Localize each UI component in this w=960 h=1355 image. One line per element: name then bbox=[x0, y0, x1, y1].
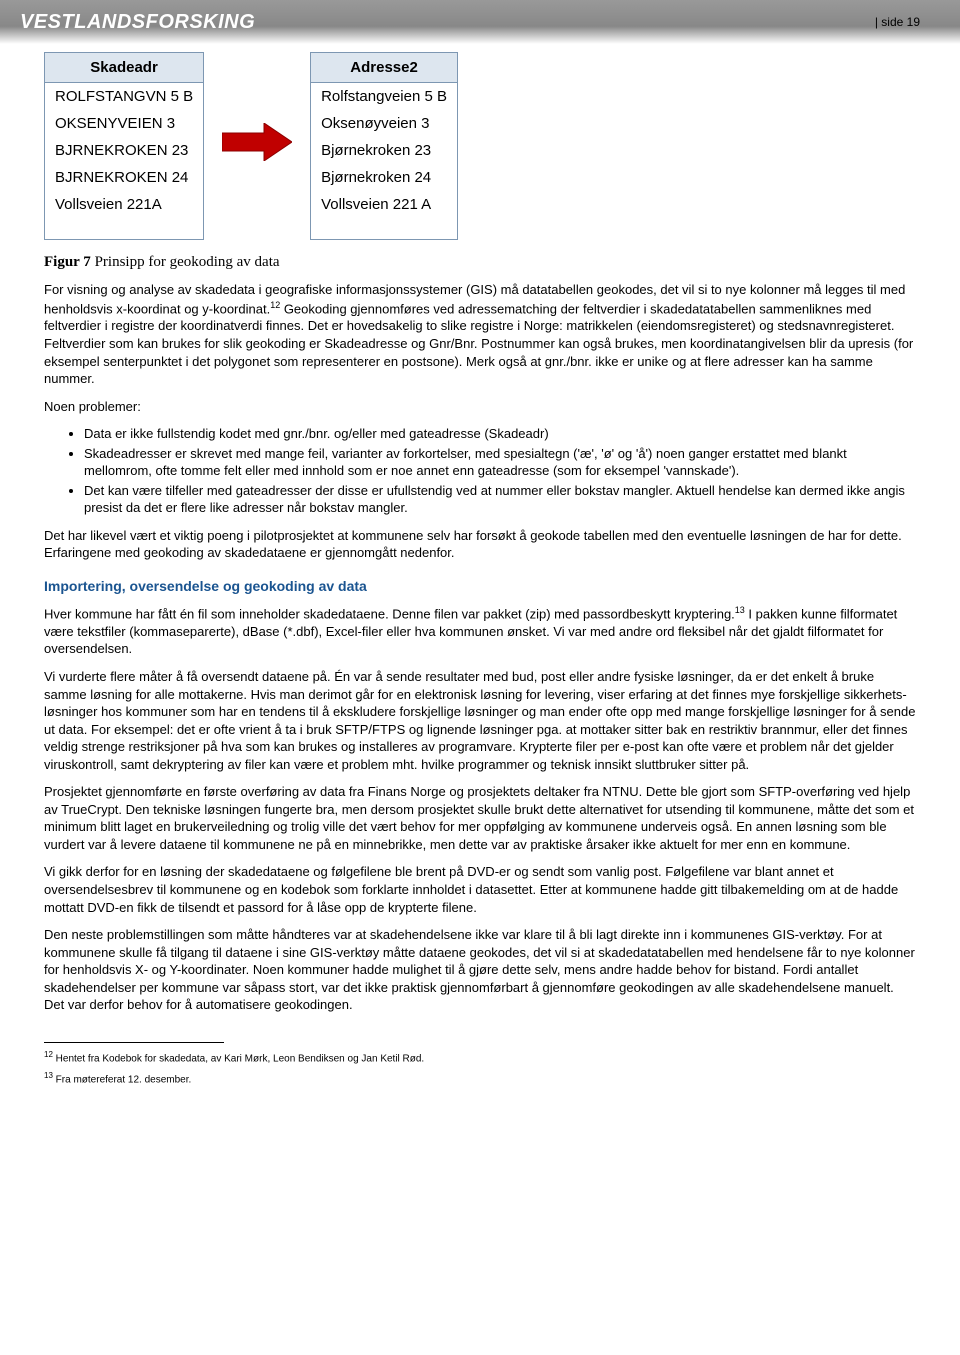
table-cell: Vollsveien 221 A bbox=[310, 191, 458, 218]
arrow-right-icon bbox=[222, 123, 292, 161]
list-item: Data er ikke fullstendig kodet med gnr./… bbox=[84, 425, 916, 443]
paragraph-5: Prosjektet gjennomførte en første overfø… bbox=[44, 783, 916, 853]
footnote-separator bbox=[44, 1042, 224, 1043]
page-content: Skadeadr ROLFSTANGVN 5 BOKSENYVEIEN 3BJR… bbox=[0, 44, 960, 1115]
brand-logo: VESTLANDSFORSKING bbox=[20, 11, 255, 34]
figure-tables: Skadeadr ROLFSTANGVN 5 BOKSENYVEIEN 3BJR… bbox=[44, 52, 916, 240]
footnote-12: 12 Hentet fra Kodebok for skadedata, av … bbox=[44, 1049, 916, 1066]
paragraph-4: Vi vurderte flere måter å få oversendt d… bbox=[44, 668, 916, 773]
table-cell: ROLFSTANGVN 5 B bbox=[44, 83, 204, 110]
table-left: Skadeadr ROLFSTANGVN 5 BOKSENYVEIEN 3BJR… bbox=[44, 52, 204, 240]
problems-list: Data er ikke fullstendig kodet med gnr./… bbox=[84, 425, 916, 517]
table-cell: Vollsveien 221A bbox=[44, 191, 204, 218]
section-heading: Importering, oversendelse og geokoding a… bbox=[44, 578, 916, 594]
table-right-body: Rolfstangveien 5 BOksenøyveien 3Bjørnekr… bbox=[310, 83, 458, 240]
paragraph-3: Hver kommune har fått én fil som innehol… bbox=[44, 604, 916, 658]
list-item: Det kan være tilfeller med gateadresser … bbox=[84, 482, 916, 517]
paragraph-intro: For visning og analyse av skadedata i ge… bbox=[44, 281, 916, 388]
table-cell: BJRNEKROKEN 23 bbox=[44, 137, 204, 164]
page-number: | side 19 bbox=[875, 15, 920, 29]
table-left-body: ROLFSTANGVN 5 BOKSENYVEIEN 3BJRNEKROKEN … bbox=[44, 83, 204, 240]
paragraph-7: Den neste problemstillingen som måtte hå… bbox=[44, 926, 916, 1014]
footnote-13: 13 Fra møtereferat 12. desember. bbox=[44, 1070, 916, 1087]
table-cell bbox=[44, 218, 204, 240]
table-cell: Bjørnekroken 24 bbox=[310, 164, 458, 191]
table-left-header: Skadeadr bbox=[44, 52, 204, 83]
problems-label: Noen problemer: bbox=[44, 398, 916, 416]
table-right-header: Adresse2 bbox=[310, 52, 458, 83]
table-right: Adresse2 Rolfstangveien 5 BOksenøyveien … bbox=[310, 52, 458, 240]
table-cell bbox=[310, 218, 458, 240]
paragraph-6: Vi gikk derfor for en løsning der skaded… bbox=[44, 863, 916, 916]
table-cell: Bjørnekroken 23 bbox=[310, 137, 458, 164]
paragraph-2: Det har likevel vært et viktig poeng i p… bbox=[44, 527, 916, 562]
table-cell: OKSENYVEIEN 3 bbox=[44, 110, 204, 137]
table-cell: BJRNEKROKEN 24 bbox=[44, 164, 204, 191]
table-cell: Rolfstangveien 5 B bbox=[310, 83, 458, 110]
list-item: Skadeadresser er skrevet med mange feil,… bbox=[84, 445, 916, 480]
page-header: VESTLANDSFORSKING | side 19 bbox=[0, 0, 960, 44]
figure-caption: Figur 7 Prinsipp for geokoding av data bbox=[44, 254, 916, 271]
arrow-container bbox=[222, 52, 292, 232]
table-cell: Oksenøyveien 3 bbox=[310, 110, 458, 137]
